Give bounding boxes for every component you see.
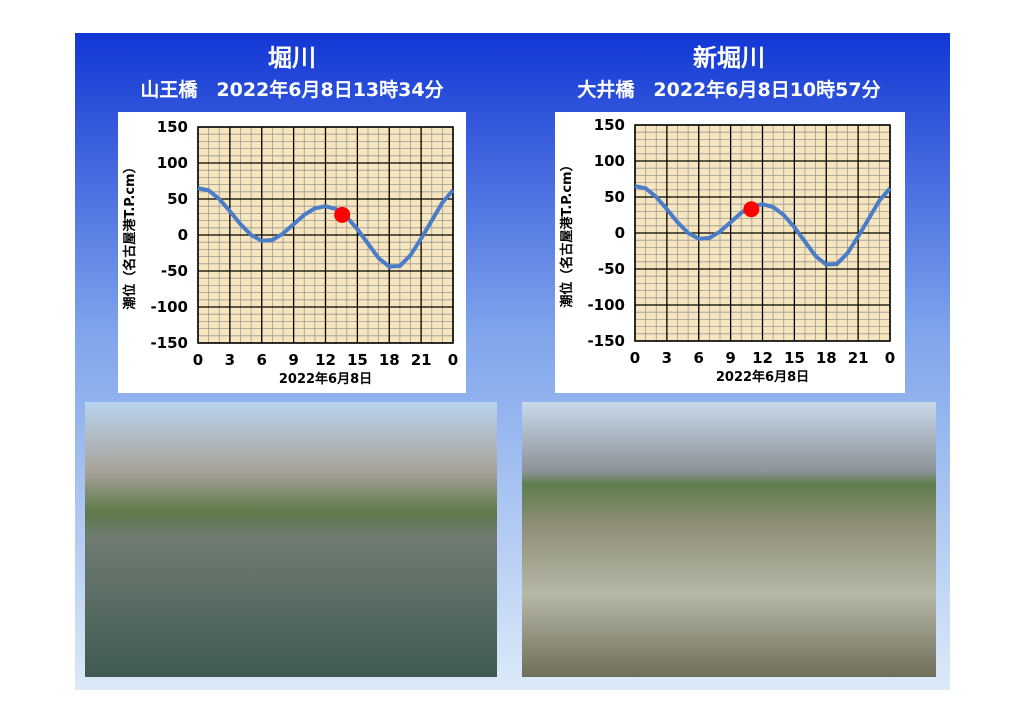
x-tick-label: 18 — [379, 351, 400, 369]
y-tick-label: -100 — [587, 296, 625, 314]
photo — [85, 402, 497, 677]
plot-frame — [634, 124, 891, 342]
x-tick-label: 18 — [816, 349, 837, 367]
x-tick-label: 21 — [848, 349, 869, 367]
y-tick-label: -150 — [150, 334, 188, 352]
x-tick-label: 12 — [752, 349, 773, 367]
y-tick-label: 100 — [594, 152, 625, 170]
x-tick-label: 3 — [662, 349, 672, 367]
chart-title: 堀川 — [268, 44, 316, 72]
chart-subtitle: 山王橋 2022年6月8日13時34分 — [140, 78, 443, 101]
y-tick-label: 150 — [157, 118, 188, 136]
chart-subtitle: 大井橋 2022年6月8日10時57分 — [577, 78, 880, 101]
y-axis-label: 潮位（名古屋港T.P.cm） — [122, 160, 138, 309]
x-axis-label: 2022年6月8日 — [716, 369, 809, 385]
x-tick-label: 6 — [694, 349, 704, 367]
photo — [522, 402, 936, 677]
y-tick-label: 100 — [157, 154, 188, 172]
y-tick-label: 50 — [167, 190, 188, 208]
x-tick-label: 3 — [225, 351, 235, 369]
x-tick-label: 0 — [193, 351, 203, 369]
y-tick-label: -50 — [161, 262, 188, 280]
current-point — [334, 206, 351, 223]
tide-line — [197, 186, 455, 269]
current-point — [743, 201, 760, 218]
x-tick-label: 0 — [630, 349, 640, 367]
x-tick-label: 9 — [725, 349, 735, 367]
y-tick-label: -150 — [587, 332, 625, 350]
tide-line — [634, 184, 892, 267]
x-tick-label: 15 — [784, 349, 805, 367]
x-axis-label: 2022年6月8日 — [279, 371, 372, 387]
y-tick-label: 50 — [604, 188, 625, 206]
x-tick-label: 21 — [411, 351, 432, 369]
x-tick-label: 0 — [885, 349, 895, 367]
y-tick-label: -100 — [150, 298, 188, 316]
x-tick-label: 9 — [288, 351, 298, 369]
x-tick-label: 0 — [448, 351, 458, 369]
y-tick-label: 0 — [615, 224, 625, 242]
y-tick-label: 150 — [594, 116, 625, 134]
x-tick-label: 15 — [347, 351, 368, 369]
y-tick-label: -50 — [598, 260, 625, 278]
plot-frame — [197, 126, 454, 344]
chart-title: 新堀川 — [693, 44, 765, 72]
y-tick-label: 0 — [178, 226, 188, 244]
y-axis-label: 潮位（名古屋港T.P.cm） — [559, 158, 575, 307]
x-tick-label: 6 — [257, 351, 267, 369]
x-tick-label: 12 — [315, 351, 336, 369]
